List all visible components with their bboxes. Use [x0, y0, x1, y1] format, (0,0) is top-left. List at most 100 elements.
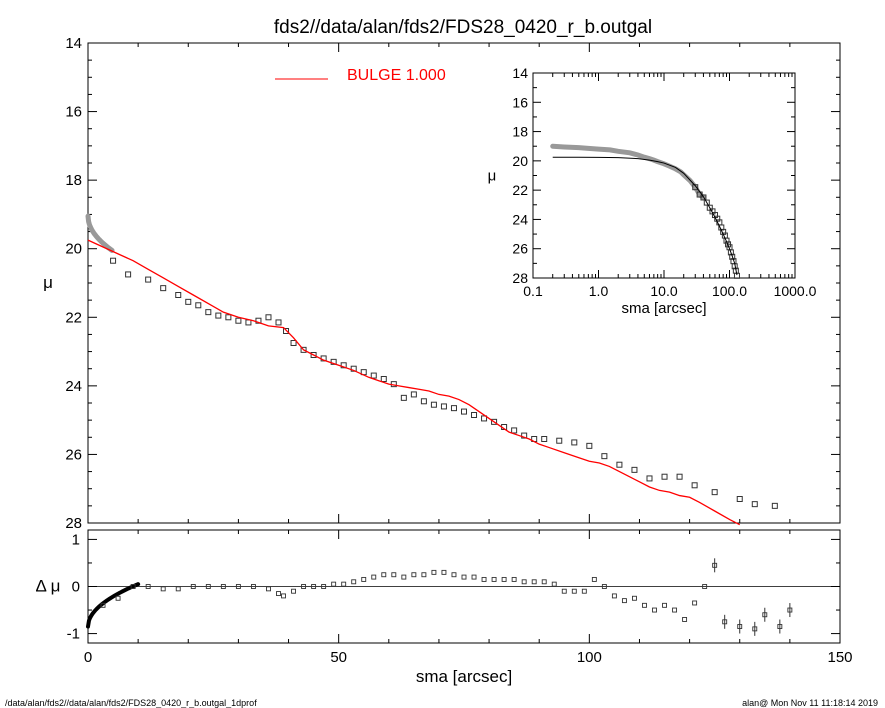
residual-point	[551, 581, 557, 587]
data-point	[661, 473, 668, 480]
data-point	[195, 302, 202, 309]
residual-point	[266, 586, 271, 592]
residual-point	[611, 593, 617, 599]
residual-point	[276, 591, 281, 597]
residual-point	[491, 576, 497, 582]
residual-point	[391, 572, 397, 578]
data-point	[225, 314, 232, 321]
residual-point	[501, 576, 507, 582]
residual-point	[581, 588, 587, 594]
residual-point	[291, 588, 296, 594]
data-point	[175, 292, 182, 298]
y-tick-label: 14	[65, 35, 82, 52]
residual-point	[250, 584, 256, 589]
inset-panel: 14 16 18 20 22 24 26 280.1 1.0 10.0 100.0 1000.0 sma…	[488, 61, 825, 318]
data-point	[631, 466, 638, 473]
y-tick-label: 20	[65, 241, 82, 258]
data-point	[471, 412, 478, 418]
data-point	[370, 372, 377, 379]
data-point	[185, 298, 192, 305]
data-point	[586, 442, 593, 449]
x-tick-label: 50	[330, 649, 347, 666]
inset-y-tick-label: 20	[512, 153, 528, 169]
inset-background	[503, 61, 825, 318]
inner-residual-band	[86, 582, 141, 629]
residual-point	[331, 581, 337, 587]
residual-point	[571, 588, 577, 594]
residual-point	[692, 600, 698, 606]
bulge-model-line	[87, 239, 741, 526]
y-axis-label: μ	[43, 273, 53, 292]
inset-y-tick-label: 26	[512, 241, 528, 257]
inset-data-point	[729, 253, 736, 260]
residual-point	[591, 576, 597, 582]
y-tick-label: 26	[65, 446, 82, 463]
residual-point	[431, 569, 437, 575]
data-point	[440, 403, 447, 410]
data-point	[616, 461, 623, 468]
residual-point	[752, 626, 758, 632]
inset-y-axis-label: μ	[488, 168, 497, 185]
residual-point	[672, 607, 678, 613]
inset-x-tick-label: 0.1	[523, 283, 543, 299]
residual-point	[471, 574, 477, 580]
residual-point	[787, 607, 793, 613]
residual-point	[361, 576, 367, 582]
inset-x-tick-label: 100.0	[712, 283, 747, 299]
data-point	[215, 312, 222, 319]
data-point	[511, 427, 518, 434]
data-point	[380, 376, 387, 382]
inset-model-line	[552, 156, 738, 276]
data-point	[646, 475, 653, 482]
residual-point	[722, 619, 728, 625]
data-point	[461, 408, 467, 415]
data-point	[145, 276, 152, 283]
residual-point	[561, 588, 567, 594]
y-tick-label: 22	[65, 309, 82, 326]
residual-point	[311, 584, 317, 589]
chart-title: fds2//data/alan/fds2/FDS28_0420_r_b.outg…	[274, 17, 652, 38]
residual-point	[511, 576, 517, 582]
x-tick-label: 100	[577, 649, 602, 666]
data-point	[481, 415, 488, 422]
data-point	[300, 346, 307, 353]
residual-point	[281, 593, 286, 599]
residual-point	[145, 584, 151, 589]
residual-point	[541, 579, 547, 585]
data-point	[751, 501, 758, 508]
data-point	[676, 473, 683, 480]
inner-profile-band	[85, 213, 115, 253]
data-point	[400, 394, 407, 401]
data-point	[420, 398, 427, 405]
data-point	[410, 391, 417, 398]
data-point	[711, 489, 718, 496]
data-point	[491, 418, 498, 425]
inset-profile-band	[550, 143, 706, 200]
data-point	[265, 314, 272, 321]
inset-x-tick-label: 1.0	[589, 283, 609, 299]
residual-point	[381, 572, 387, 578]
residual-point	[521, 579, 527, 585]
residual-point	[632, 595, 637, 601]
residual-point	[100, 602, 106, 608]
y-tick-label: 16	[65, 104, 82, 121]
residual-point	[321, 584, 327, 589]
footer-right: alan@ Mon Nov 11 11:18:14 2019	[742, 698, 878, 708]
inset-x-tick-label: 10.0	[650, 283, 677, 299]
inset-x-tick-label: 1000.0	[774, 283, 817, 299]
data-point	[541, 436, 548, 442]
data-point	[283, 328, 290, 334]
residual-point	[160, 586, 166, 592]
x-axis-label: sma [arcsec]	[416, 667, 512, 686]
y-tick-label: 18	[65, 172, 82, 189]
data-point	[736, 496, 743, 502]
residual-point	[351, 579, 357, 585]
data-point	[450, 405, 457, 412]
inset-y-tick-label: 16	[512, 94, 528, 110]
residual-point	[401, 574, 407, 580]
residual-point	[115, 595, 121, 601]
data-point	[771, 502, 778, 509]
inset-y-tick-label: 24	[512, 211, 528, 227]
